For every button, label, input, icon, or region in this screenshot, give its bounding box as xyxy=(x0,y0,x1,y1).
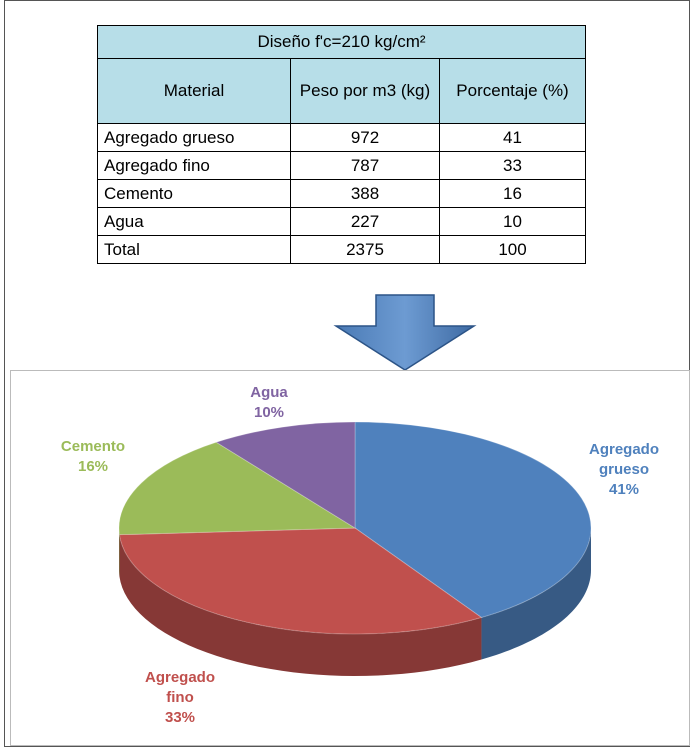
label-text: Cemento xyxy=(60,438,126,455)
cell: Cemento xyxy=(97,179,291,208)
label-text: 10% xyxy=(253,404,285,421)
slice xyxy=(118,441,357,536)
cell: 41 xyxy=(439,123,586,152)
cell: Total xyxy=(97,235,291,264)
row: Agregado grueso 972 41 xyxy=(97,123,586,152)
label-text: Agregado grueso xyxy=(588,441,659,478)
header: Porcentaje (%) xyxy=(439,58,586,124)
table-body: Agregado grueso 972 41 Agregado fino 787 33 Ce… xyxy=(97,123,586,264)
slice-side xyxy=(119,534,482,676)
label-text: 16% xyxy=(77,458,109,475)
row: Agregado fino 787 33 xyxy=(97,151,586,180)
slice-label: Agregado fino 33% xyxy=(130,668,230,728)
row: Total 2375 100 xyxy=(97,235,586,264)
chart-box xyxy=(10,370,690,746)
slice-label: Agregado grueso 41% xyxy=(574,440,674,500)
header: Material xyxy=(97,58,291,124)
label-text: Agua xyxy=(250,384,288,401)
mix-table: Diseño f'c=210 kg/cm² Material Peso por … xyxy=(97,25,586,264)
cell: 2375 xyxy=(290,235,440,264)
cell: 972 xyxy=(290,123,440,152)
label-text: 41% xyxy=(608,481,640,498)
slice-label: Agua 10% xyxy=(219,383,319,423)
slice-label: Cemento 16% xyxy=(43,437,143,477)
cell: 100 xyxy=(439,235,586,264)
slice xyxy=(118,527,483,635)
label-text: Agregado fino xyxy=(144,669,215,706)
row: Agua 227 10 xyxy=(97,207,586,236)
label-text: 33% xyxy=(164,709,196,726)
slice-side xyxy=(481,528,591,660)
cell: 388 xyxy=(290,179,440,208)
cell: 787 xyxy=(290,151,440,180)
arrow xyxy=(333,294,477,371)
slice xyxy=(354,421,592,619)
row: Cemento 388 16 xyxy=(97,179,586,208)
down-arrow xyxy=(333,294,477,371)
slice xyxy=(215,421,356,529)
cell: 16 xyxy=(439,179,586,208)
